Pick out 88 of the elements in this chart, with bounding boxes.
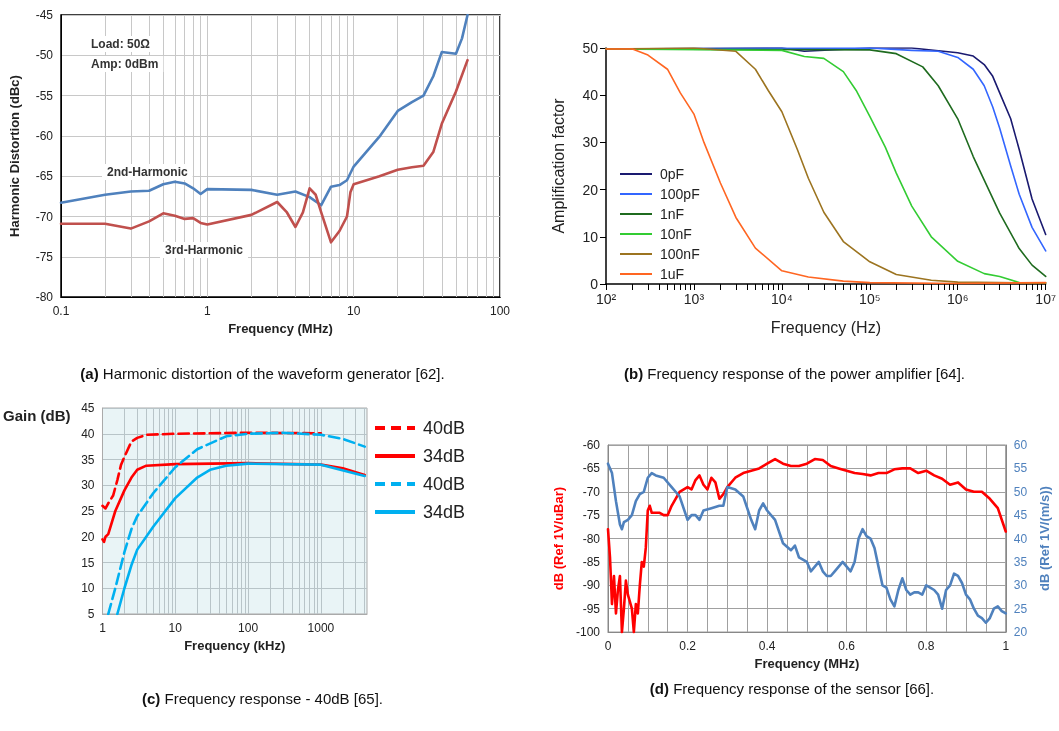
y-tick-label: -70 [35,209,54,224]
y-tick-label: -75 [582,508,601,523]
legend-label: 1uF [660,266,685,282]
legend-label: 40dB [423,474,466,494]
y2-tick-label: 25 [1013,601,1028,616]
y-tick-label: -60 [35,128,54,143]
y-tick-label: 20 [582,181,599,198]
y-tick-label: 35 [81,452,95,467]
x-tick-label: 1000 [307,621,335,635]
y-axis-title: Harmonic Distortion (dBc) [7,75,22,237]
annotation: Amp: 0dBm [91,57,159,71]
text: (b) Frequency response of the power amplifier [64]. [623,365,966,382]
legend-label: 34dB [423,502,466,522]
y-axis-title: Amplification factor [549,97,567,234]
y2-tick-label: 55 [1013,461,1028,476]
y-axis-title: dB (Ref 1V/uBar) [551,486,567,591]
text: (a) Harmonic distortion of the waveform generator [62]. [79,365,446,382]
x-tick-label: 10² [595,291,617,307]
y-tick-label: 25 [81,504,95,518]
legend-label: 1nF [660,206,685,222]
y-tick-label: 45 [81,401,95,415]
annotation: Load: 50Ω [91,37,151,51]
x-tick-label: 10³ [683,291,705,307]
x-tick-label: 10⁷ [1035,291,1056,307]
y-tick-label: -65 [582,461,601,476]
y-tick-label: -60 [582,438,601,452]
x-axis-title: Frequency (kHz) [184,637,286,653]
y2-tick-label: 60 [1013,438,1028,452]
y-tick-label: -70 [582,484,601,499]
y-axis-title: Gain (dB) [2,407,71,424]
x-tick-label: 10⁴ [771,291,793,307]
y-tick-label: -100 [575,625,601,640]
text: (c) Frequency response - 40dB [65]. [141,690,384,707]
y-tick-label: 50 [582,40,599,56]
x-tick-label: 1 [99,621,107,635]
x-tick-label: 100 [238,621,259,635]
legend-label: 100pF [660,186,700,202]
x-tick-label: 0 [604,639,612,654]
annotation: 3rd-Harmonic [165,243,244,257]
legend-label: 0pF [660,166,685,182]
y-tick-label: 30 [81,478,95,493]
y-tick-label: 0 [590,276,599,292]
legend-label: 40dB [423,418,466,438]
y-tick-label: -45 [35,8,54,22]
y-tick-label: 10 [582,228,599,245]
y2-tick-label: 30 [1013,578,1028,593]
y2-tick-label: 45 [1013,508,1028,523]
y2-tick-label: 20 [1013,625,1028,640]
x-axis-title: Frequency (Hz) [770,318,881,336]
y-tick-label: -65 [35,169,54,184]
y-tick-label: 15 [81,555,95,570]
y-tick-label: -95 [582,601,601,616]
text: (d) Frequency response of the sensor [66]. [648,680,936,697]
x-tick-label: 0.1 [52,304,70,319]
legend-label: 100nF [660,246,700,262]
y-tick-label: -80 [35,290,54,305]
x-axis-title: Frequency (MHz) [754,656,860,671]
x-tick-label: 1 [203,304,211,319]
y-tick-label: -55 [35,88,54,103]
x-tick-label: 0.6 [838,639,856,654]
y-tick-label: -50 [35,48,54,63]
y-tick-label: 30 [582,134,599,151]
y2-tick-label: 40 [1013,531,1028,546]
y2-axis-title: dB (Ref 1V/(m/s)) [1037,486,1052,591]
y-tick-label: -75 [35,249,54,264]
y-tick-label: -90 [582,578,601,593]
y-tick-label: 20 [81,529,95,544]
x-tick-label: 1 [1002,639,1010,654]
x-tick-label: 10⁵ [859,291,881,307]
y2-tick-label: 50 [1013,484,1028,499]
y-tick-label: 40 [81,426,95,441]
x-tick-label: 0.2 [679,639,697,654]
legend-label: 10nF [660,226,692,242]
y-tick-label: 5 [87,607,95,621]
y2-tick-label: 35 [1013,554,1028,569]
x-tick-label: 100 [489,304,511,319]
x-axis-title: Frequency (MHz) [228,321,333,336]
y-tick-label: 10 [81,581,95,596]
x-tick-label: 0.4 [758,639,776,654]
y-tick-label: -80 [582,531,601,546]
y-tick-label: -85 [582,554,601,569]
x-tick-label: 0.8 [917,639,935,654]
x-tick-label: 10 [168,621,183,635]
legend-label: 34dB [423,446,466,466]
x-tick-label: 10 [346,304,361,319]
x-tick-label: 10⁶ [947,291,969,307]
y-tick-label: 40 [582,87,599,104]
annotation: 2nd-Harmonic [107,165,188,179]
